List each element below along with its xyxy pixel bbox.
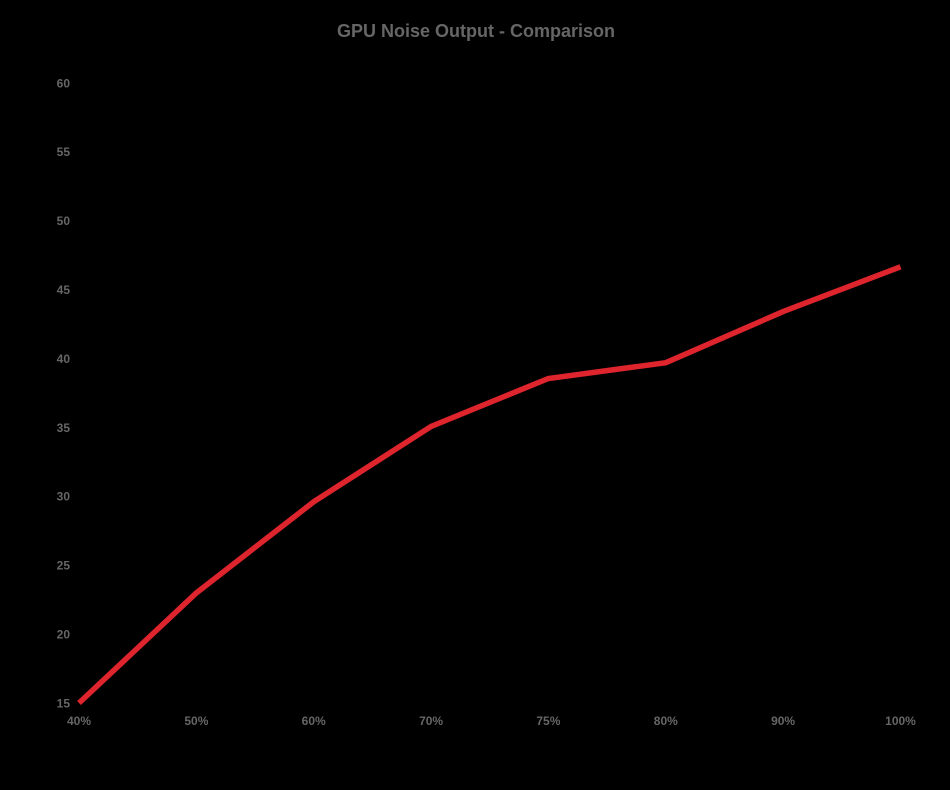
svg-text:90%: 90%	[771, 714, 795, 728]
svg-text:20: 20	[57, 627, 71, 641]
svg-text:50%: 50%	[184, 714, 208, 728]
svg-text:70%: 70%	[419, 714, 443, 728]
svg-text:80%: 80%	[654, 714, 678, 728]
svg-text:55: 55	[57, 145, 71, 159]
svg-text:15: 15	[57, 696, 71, 710]
svg-text:30: 30	[57, 490, 71, 504]
svg-text:60: 60	[57, 76, 71, 90]
svg-text:45: 45	[57, 283, 71, 297]
svg-text:75%: 75%	[536, 714, 560, 728]
svg-text:35: 35	[57, 421, 71, 435]
svg-text:25: 25	[57, 559, 71, 573]
svg-text:50: 50	[57, 214, 71, 228]
svg-text:100%: 100%	[885, 714, 916, 728]
svg-text:40%: 40%	[67, 714, 91, 728]
svg-text:GPU Noise Output - Comparison: GPU Noise Output - Comparison	[337, 21, 615, 41]
svg-text:60%: 60%	[302, 714, 326, 728]
svg-text:40: 40	[57, 352, 71, 366]
